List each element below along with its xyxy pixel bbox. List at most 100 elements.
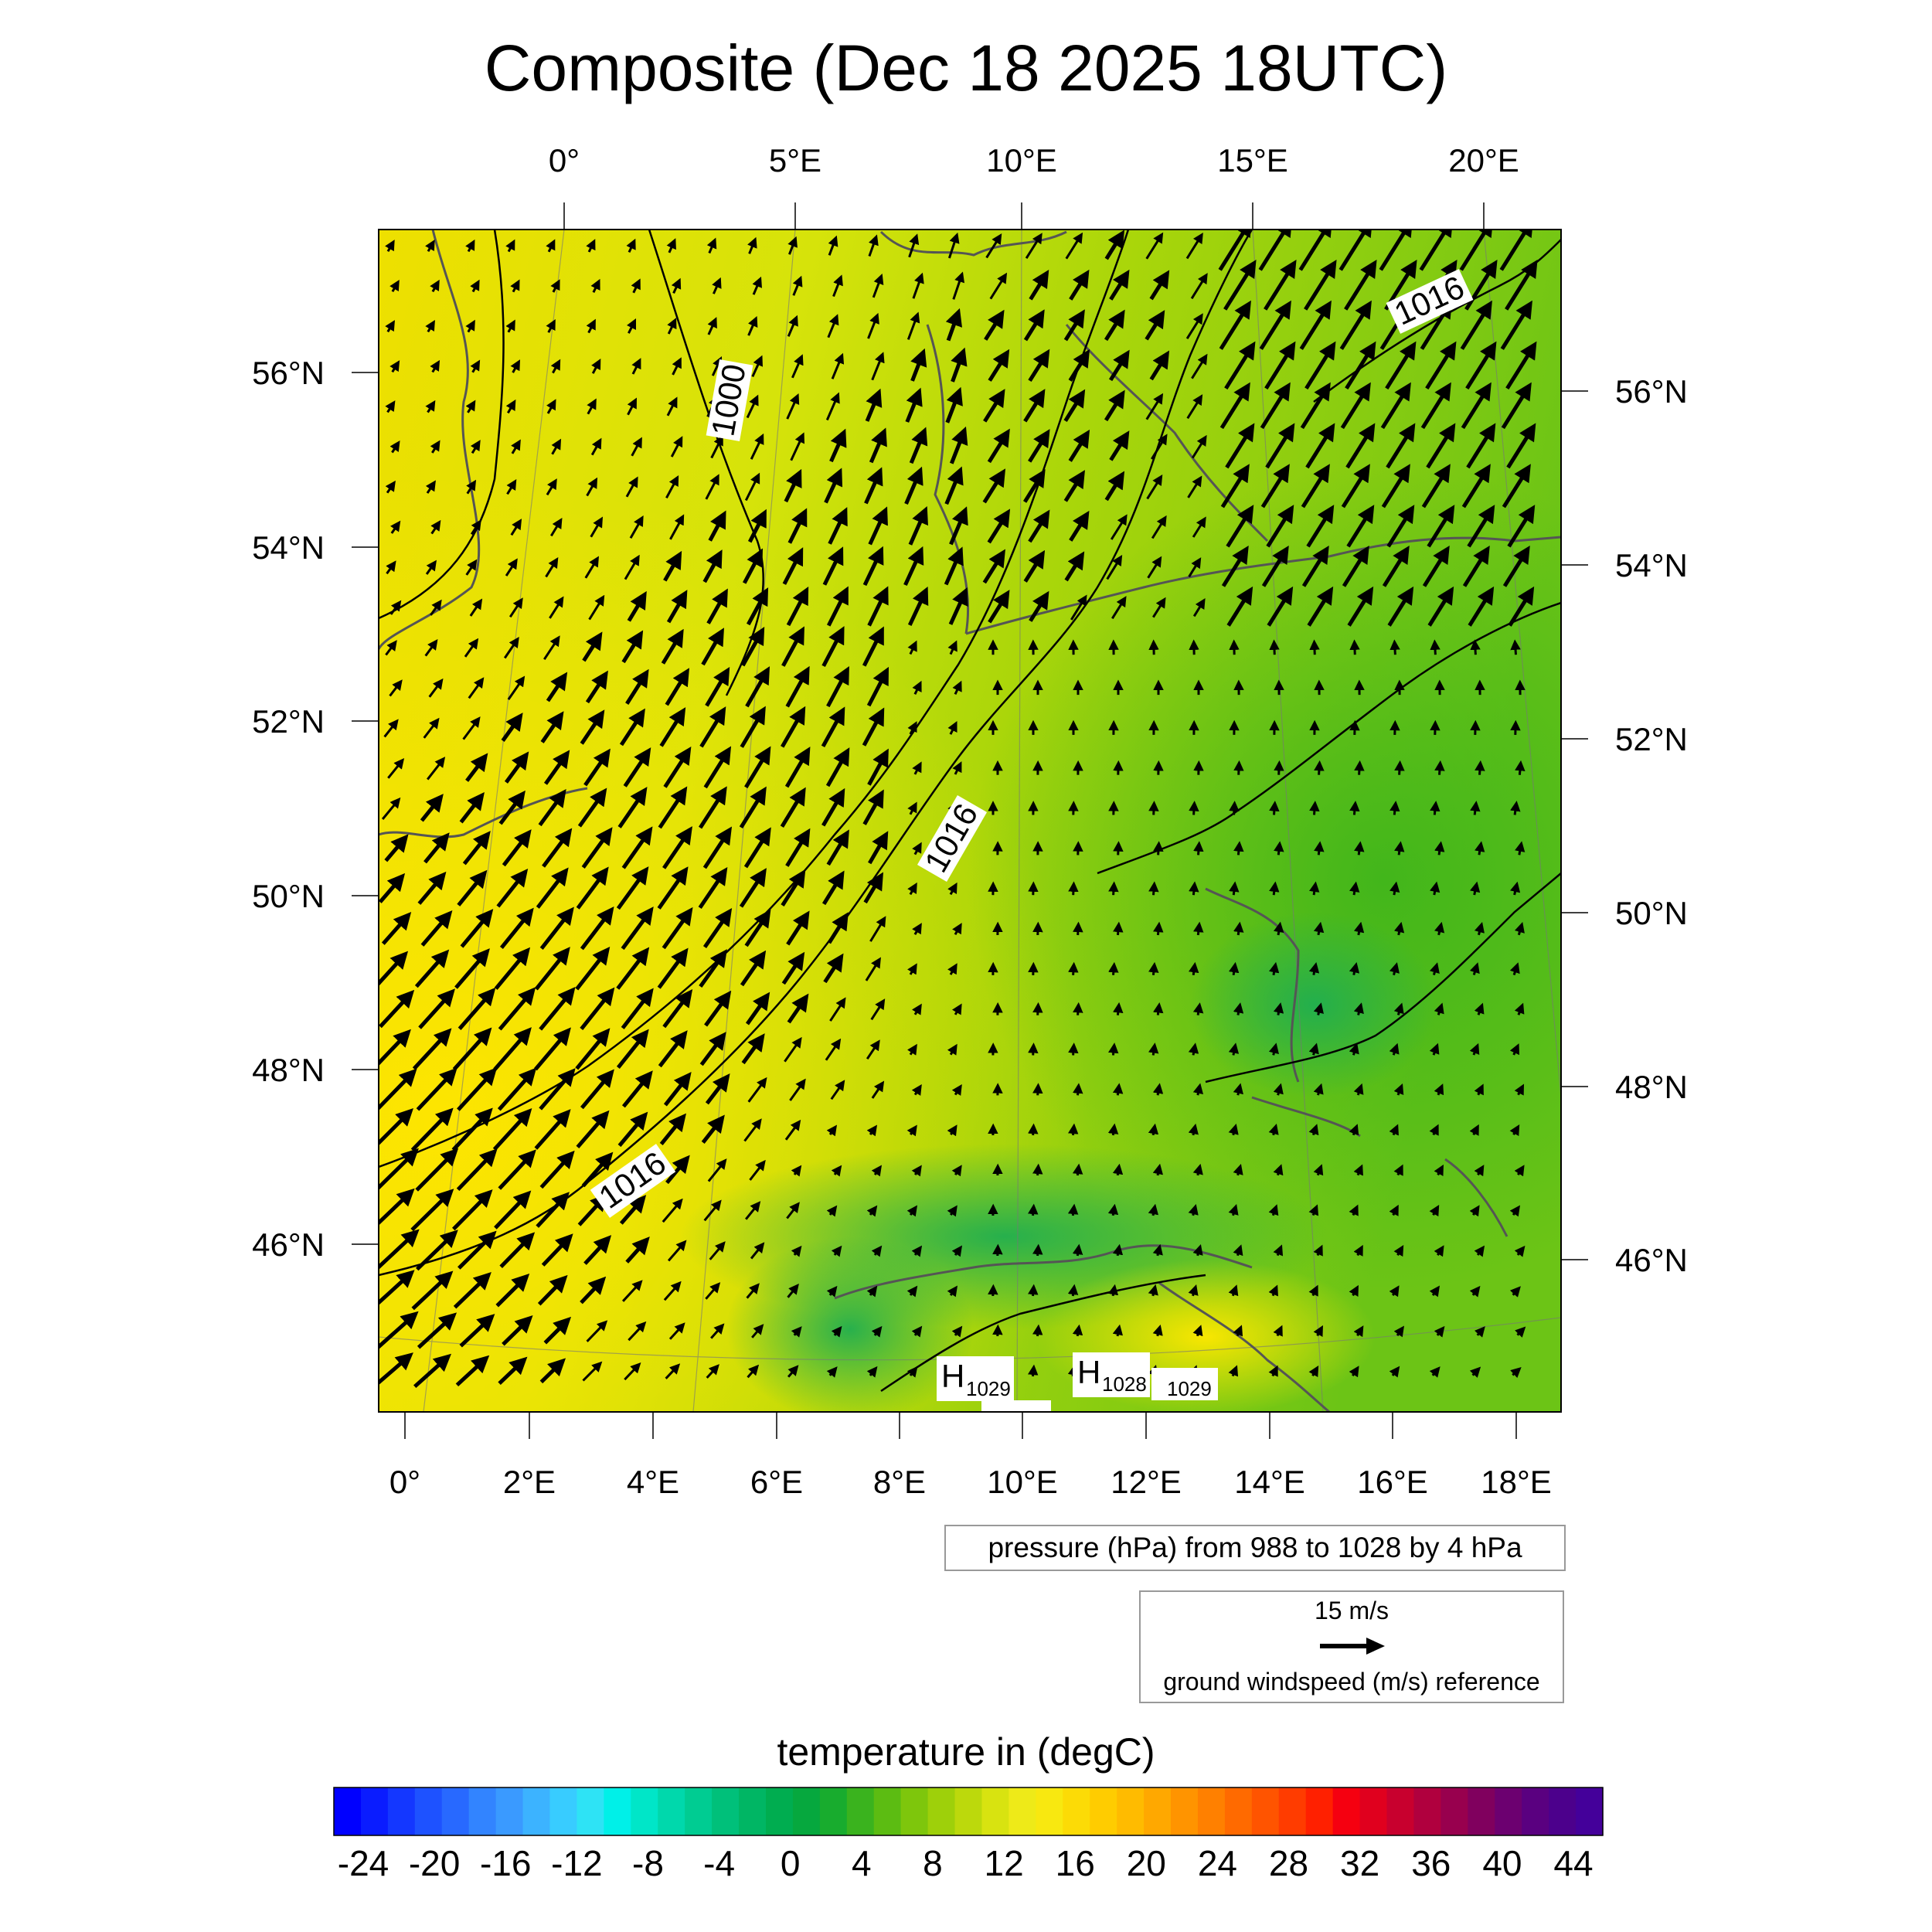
wind-arrow [910,348,927,382]
wind-arrow [1345,423,1376,469]
wind-arrow [1313,1325,1323,1337]
wind-arrow [1308,1124,1319,1136]
wind-arrow [746,394,759,419]
wind-arrow [1145,232,1164,260]
wind-arrow [379,1188,415,1226]
svg-text:H: H [1077,1354,1100,1390]
wind-arrow [1353,1325,1364,1338]
wind-arrow [949,426,968,464]
wind-arrow [908,233,920,258]
wind-arrow [1149,270,1170,301]
wind-arrow [1430,801,1440,815]
wind-arrow [666,238,676,253]
wind-arrow [386,560,396,575]
wind-arrow [1029,590,1049,622]
wind-arrow [1429,1285,1440,1298]
wind-arrow [539,987,576,1031]
colorbar-tick-label: -24 [338,1843,389,1883]
wind-arrow [494,1190,532,1230]
wind-arrow [951,1003,962,1015]
wind-arrow [1349,1366,1359,1378]
wind-arrow [1228,961,1240,976]
wind-arrow [381,912,412,945]
wind-arrow [452,1027,492,1071]
colorbar-cell [1224,1787,1253,1835]
wind-arrow [744,909,771,947]
wind-arrow [1306,505,1335,548]
wind-arrow [867,312,879,339]
wind-arrow [428,678,444,698]
wind-arrow [1112,1243,1124,1257]
wind-arrow [1185,233,1203,260]
wind-arrow [701,1114,725,1144]
wind-arrow [1385,341,1417,390]
lon-label: 8°E [873,1464,926,1500]
wind-arrow [866,1039,880,1060]
wind-arrow [706,588,728,624]
wind-arrow [867,748,889,786]
wind-arrow [747,315,758,336]
colorbar-cell [1576,1787,1604,1835]
wind-arrow [1233,1083,1243,1096]
wind-arrow [781,951,805,985]
wind-arrow [1260,382,1291,430]
wind-arrow [826,1285,838,1298]
wind-arrow [499,1232,536,1268]
wind-arrow [452,1189,493,1231]
wind-arrow [1029,270,1049,301]
wind-arrow [1192,598,1206,617]
wind-arrow [869,427,887,464]
wind-arrow [1148,1284,1158,1297]
wind-arrow [1313,1244,1323,1257]
wind-arrow [1032,1083,1043,1096]
svg-text:1029: 1029 [966,1377,1011,1400]
wind-arrow [379,1229,420,1270]
wind-arrow [706,237,717,254]
wind-arrow [869,916,886,942]
wind-arrow [587,398,597,415]
wind-arrow [417,871,447,905]
wind-arrow [1341,464,1370,509]
colorbar-cell [1144,1787,1172,1835]
colorbar-border [333,1787,1604,1836]
wind-arrow [951,1083,962,1096]
wind-arrow [703,746,732,789]
wind-arrow [1152,1163,1163,1176]
wind-arrow [1189,881,1199,896]
wind-arrow [1509,1124,1520,1137]
lon-label: 5°E [769,142,821,179]
wind-arrow [1233,760,1244,775]
wind-arrow [1193,921,1204,936]
wind-arrow [907,721,917,735]
wind-arrow [1514,1002,1525,1015]
wind-arrow [1308,1204,1319,1216]
wind-arrow [1464,259,1498,311]
wind-arrow [1353,921,1365,936]
wind-arrow [543,750,570,785]
axis-ticks [352,202,1588,1439]
wind-arrow [1345,341,1376,390]
wind-arrow [1425,341,1457,390]
wind-arrow [744,472,760,502]
wind-arrow [1475,760,1485,775]
wind-arrow [699,706,726,748]
wind-arrow [430,359,440,373]
wind-arrow [586,477,598,497]
wind-arrow [1188,557,1202,578]
colorbar-cell [1063,1787,1090,1835]
wind-arrow [947,720,957,735]
wind-arrow [625,668,649,705]
wind-arrow [462,831,491,866]
wind-arrow [863,872,884,904]
wind-arrow [505,239,515,253]
wind-arrow [1309,881,1320,896]
wind-arrow [1308,962,1320,976]
wind-arrow [787,993,809,1024]
colorbar-cell [1413,1787,1441,1835]
colorbar-cell [1009,1787,1036,1835]
wind-arrow [780,787,806,828]
colorbar-cell [1359,1787,1388,1835]
wind-arrow [742,548,764,584]
wind-arrow [983,389,1005,423]
